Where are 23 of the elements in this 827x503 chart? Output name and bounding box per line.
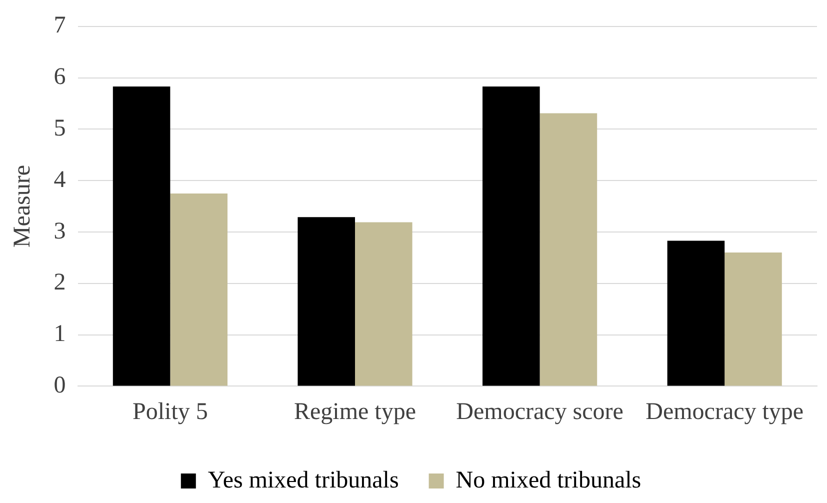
- bar: [170, 193, 228, 386]
- y-tick-label: 2: [54, 270, 66, 296]
- x-tick-label: Democracy score: [456, 398, 624, 425]
- x-tick-label: Regime type: [294, 398, 416, 425]
- y-tick-label: 7: [54, 12, 66, 39]
- y-tick-label: 6: [54, 64, 66, 90]
- legend-label: No mixed tribunals: [456, 467, 642, 494]
- y-tick-label: 4: [54, 166, 66, 193]
- y-tick-label: 5: [54, 115, 66, 142]
- bar: [667, 240, 725, 386]
- y-axis-title: Measure: [10, 164, 36, 248]
- y-tick-label: 1: [54, 321, 66, 348]
- legend-label: Yes mixed tribunals: [208, 467, 399, 494]
- bar: [298, 217, 355, 386]
- x-tick-label: Democracy type: [646, 398, 804, 425]
- x-tick-label: Polity 5: [132, 398, 208, 425]
- y-tick-label: 3: [54, 218, 66, 244]
- bar: [112, 86, 170, 386]
- y-tick-label: 0: [54, 372, 66, 398]
- bar: [540, 113, 598, 386]
- bar: [482, 86, 540, 386]
- bar: [355, 222, 412, 386]
- bar: [724, 252, 782, 386]
